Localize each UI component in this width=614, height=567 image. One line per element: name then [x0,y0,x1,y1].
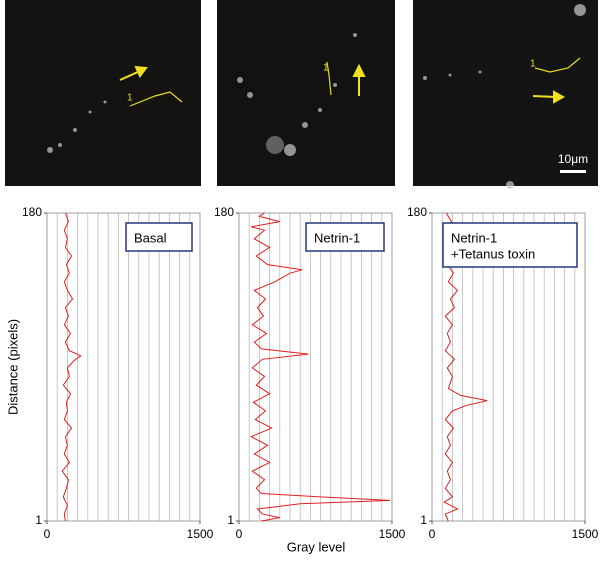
y-axis-label: Distance (pixels) [5,319,20,415]
arrows [119,63,566,104]
annotation: Netrin-1 [451,230,497,245]
cell-signal [47,4,586,189]
x-tick-label: 0 [236,527,243,541]
annotation-box [442,222,578,268]
trace-marker: 1 [127,93,133,104]
x-tick-label: 1500 [187,527,214,541]
x-tick-label: 0 [429,527,436,541]
annotation: Basal [134,230,167,245]
micrograph [413,0,598,186]
y-tick-label: 1 [227,513,234,527]
annotation: Netrin-1 [314,230,360,245]
y-tick-label: 180 [214,205,234,219]
x-axis-label: Gray level [287,539,346,554]
y-tick-label: 1 [35,513,42,527]
plot-frame [46,212,201,522]
trace-marker: 1 [530,59,536,70]
y-tick-label: 180 [22,205,42,219]
trace-marker: 1 [323,63,329,74]
scale-bar-label: 10μm [558,152,588,166]
trace-lines [129,57,581,107]
x-tick-label: 1500 [572,527,599,541]
x-tick-label: 0 [44,527,51,541]
profile-line [61,212,82,522]
plot-frame [431,212,586,522]
y-tick-label: 1 [420,513,427,527]
micrograph [217,0,395,186]
y-tick-label: 180 [407,205,427,219]
annotation-box [305,222,385,252]
profile-line [250,212,391,522]
x-tick-label: 1500 [379,527,406,541]
annotation-box [125,222,193,252]
scale-bar [560,170,586,173]
annotation: +Tetanus toxin [451,246,535,261]
micrographs: 1 1 1 10μm [5,0,598,189]
plot-frame [238,212,393,522]
